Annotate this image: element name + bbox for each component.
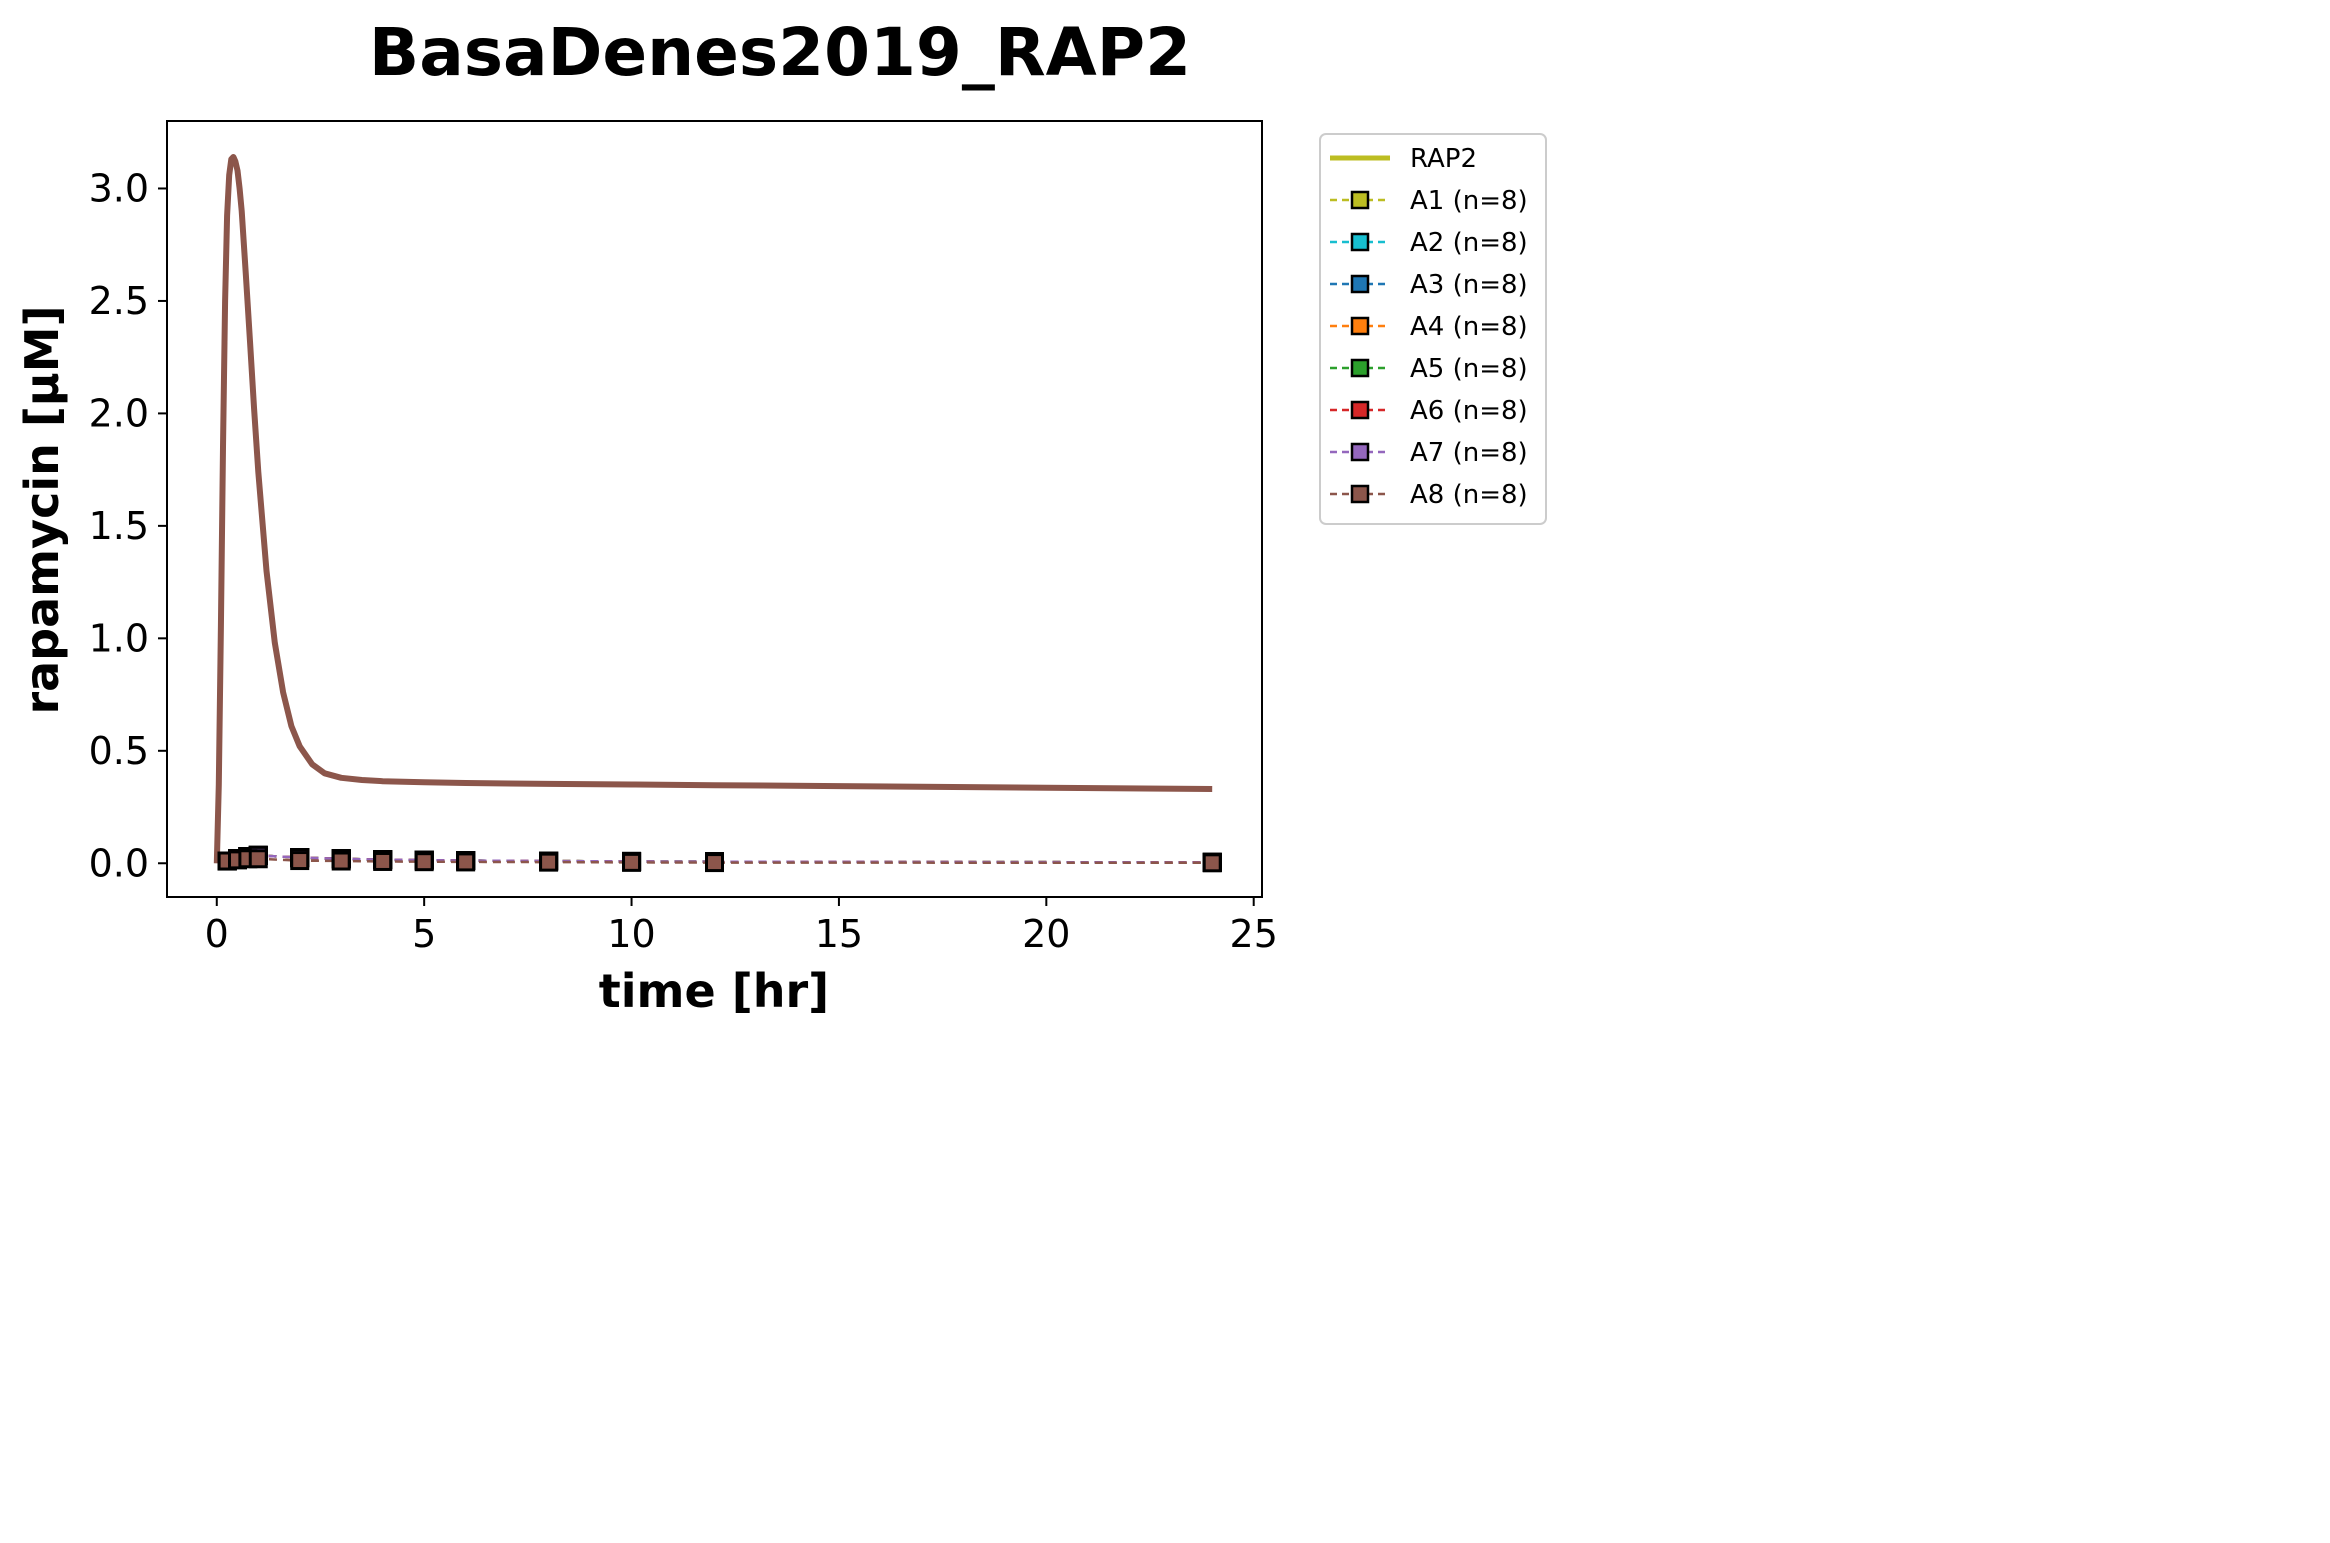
x-tick-label: 20 bbox=[1022, 912, 1070, 956]
legend-box bbox=[1319, 133, 1547, 525]
legend-label: A4 (n=8) bbox=[1410, 312, 1528, 342]
y-tick-label: 0.5 bbox=[89, 729, 149, 773]
legend-label: A6 (n=8) bbox=[1410, 396, 1528, 426]
legend-marker bbox=[1350, 358, 1370, 378]
legend-entry: A6 (n=8) bbox=[1330, 396, 1528, 426]
legend-entry: RAP2 bbox=[1330, 144, 1477, 174]
data-point-8-6 bbox=[331, 851, 351, 871]
y-axis-label: rapamycin [µM] bbox=[15, 305, 69, 714]
data-point-8-5 bbox=[290, 851, 310, 871]
plot-area bbox=[213, 154, 1222, 873]
y-tick-label: 1.5 bbox=[89, 504, 149, 548]
legend-marker bbox=[1350, 274, 1370, 294]
legend-label: A1 (n=8) bbox=[1410, 186, 1528, 216]
x-tick-label: 0 bbox=[205, 912, 229, 956]
x-axis-label: time [hr] bbox=[599, 964, 829, 1018]
y-tick-label: 2.5 bbox=[89, 279, 149, 323]
legend-entry: A1 (n=8) bbox=[1330, 186, 1528, 216]
legend-entry: A5 (n=8) bbox=[1330, 354, 1528, 384]
legend-entry: A8 (n=8) bbox=[1330, 480, 1528, 510]
axes: 0 5 10 15 20 25 0.0 0.5 1.0 1.5 2.0 2.5 3.0 bbox=[89, 120, 1278, 956]
x-tick-label: 25 bbox=[1230, 912, 1278, 956]
y-tick-label: 3.0 bbox=[89, 166, 149, 210]
legend-marker bbox=[1350, 232, 1370, 252]
y-tick-label: 1.0 bbox=[89, 616, 149, 660]
legend-label: RAP2 bbox=[1410, 144, 1477, 174]
legend-entry: A3 (n=8) bbox=[1330, 270, 1528, 300]
legend-label: A5 (n=8) bbox=[1410, 354, 1528, 384]
legend-label: A3 (n=8) bbox=[1410, 270, 1528, 300]
x-tick-label: 5 bbox=[412, 912, 436, 956]
data-point-8-11 bbox=[622, 852, 642, 872]
legend-marker bbox=[1350, 484, 1370, 504]
legend-label: A2 (n=8) bbox=[1410, 228, 1528, 258]
data-point-8-8 bbox=[414, 852, 434, 872]
data-point-8-4 bbox=[248, 849, 268, 869]
x-tick-label: 15 bbox=[815, 912, 863, 956]
data-point-8-10 bbox=[539, 852, 559, 872]
legend: RAP2 A1 (n=8) A2 (n=8) A3 (n=8) A4 (n=8) A5 (… bbox=[1319, 133, 1547, 525]
legend-label: A8 (n=8) bbox=[1410, 480, 1528, 510]
chart-title: BasaDenes2019_RAP2 bbox=[368, 14, 1192, 91]
plot-clipped bbox=[213, 154, 1222, 873]
legend-marker bbox=[1350, 400, 1370, 420]
y-tick-label: 2.0 bbox=[89, 391, 149, 435]
plot-frame bbox=[166, 120, 1263, 898]
data-point-8-9 bbox=[456, 852, 476, 872]
legend-entry: A7 (n=8) bbox=[1330, 438, 1528, 468]
model-curve-rap2 bbox=[213, 154, 1213, 864]
data-point-8-12 bbox=[705, 853, 724, 873]
x-tick-label: 10 bbox=[607, 912, 655, 956]
y-tick-label: 0.0 bbox=[89, 841, 149, 885]
legend-entry: A2 (n=8) bbox=[1330, 228, 1528, 258]
legend-marker bbox=[1350, 442, 1370, 462]
legend-marker bbox=[1350, 316, 1370, 336]
data-point-8-13 bbox=[1202, 853, 1222, 873]
legend-entry: A4 (n=8) bbox=[1330, 312, 1528, 342]
data-point-8-7 bbox=[373, 851, 393, 871]
legend-label: A7 (n=8) bbox=[1410, 438, 1528, 468]
legend-marker bbox=[1350, 190, 1370, 210]
